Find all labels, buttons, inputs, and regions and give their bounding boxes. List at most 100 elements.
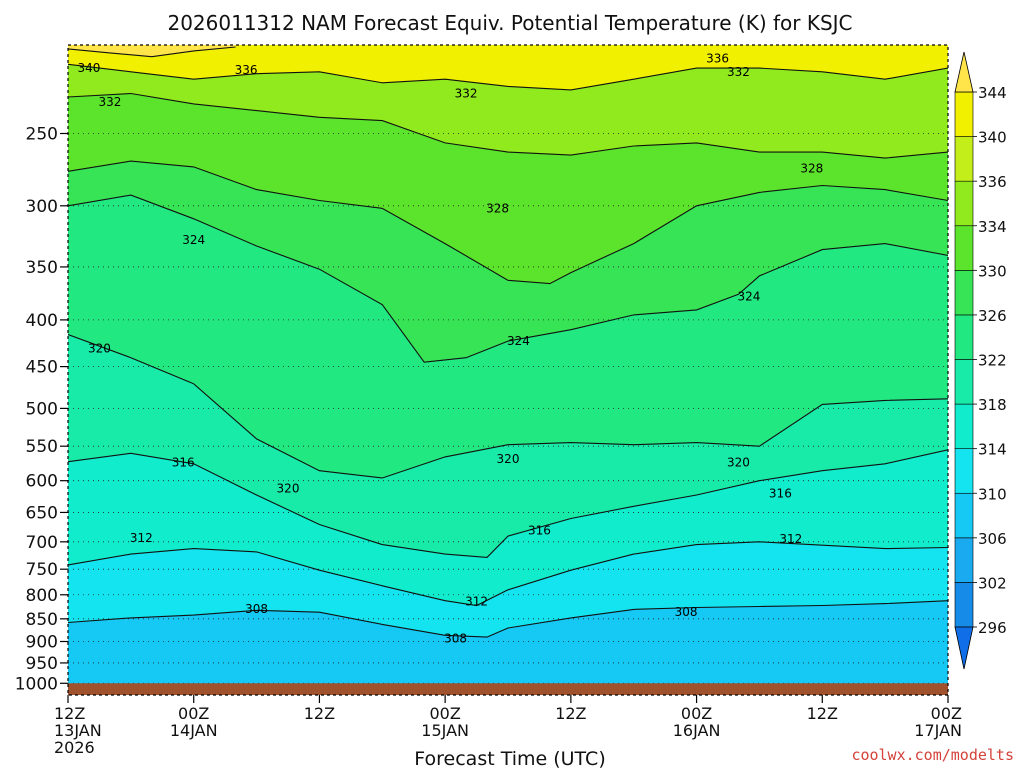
- x-tick-label-12-0: 00Z: [178, 704, 209, 723]
- colorbar-segment-318: [954, 359, 974, 405]
- contour-340: [68, 46, 236, 58]
- contour-label-312: 312: [465, 595, 488, 609]
- colorbar: 296 302 306 310 314 318 322 326 330 334 336 340 344: [954, 51, 1007, 670]
- colorbar-label-306: 306: [978, 530, 1007, 548]
- x-tick-label-72-0: 12Z: [807, 704, 838, 723]
- colorbar-label-344: 344: [978, 84, 1007, 102]
- colorbar-min-arrow: [954, 626, 974, 670]
- x-tick-label-60-0: 00Z: [681, 704, 712, 723]
- x-tick-label-36-0: 00Z: [429, 704, 460, 723]
- contour-label-332: 332: [455, 86, 478, 100]
- contour-label-320: 320: [727, 455, 750, 469]
- contour-label-336: 336: [235, 63, 258, 77]
- band-340: [68, 45, 236, 57]
- colorbar-label-296: 296: [978, 619, 1007, 637]
- contour-label-320: 320: [88, 342, 111, 356]
- y-axis: 2503003504004505005506006507007508008509…: [15, 124, 68, 694]
- colorbar-segment-340: [954, 91, 974, 137]
- credit-link[interactable]: coolwx.com/modelts: [851, 746, 1014, 764]
- contour-label-312: 312: [779, 532, 802, 546]
- contour-316: [68, 449, 948, 558]
- colorbar-segment-334: [954, 180, 974, 227]
- x-tick-label-48-0: 12Z: [555, 704, 586, 723]
- contour-label-312: 312: [130, 531, 153, 545]
- chart-title: 2026011312 NAM Forecast Equiv. Potential…: [167, 11, 852, 35]
- colorbar-label-334: 334: [978, 218, 1007, 236]
- colorbar-max-arrow: [954, 51, 974, 93]
- contour-lines: [68, 46, 948, 638]
- colorbar-segment-326: [954, 270, 974, 316]
- colorbar-segment-302: [954, 537, 974, 583]
- colorbar-label-310: 310: [978, 485, 1007, 503]
- contour-label-324: 324: [737, 289, 760, 303]
- x-tick-label-84-1: 17JAN: [914, 721, 962, 740]
- colorbar-segment-330: [954, 225, 974, 271]
- contour-label-316: 316: [172, 455, 195, 469]
- y-tick-label-300: 300: [26, 197, 58, 217]
- y-tick-label-250: 250: [26, 124, 58, 144]
- colorbar-segment-314: [954, 403, 974, 449]
- x-tick-label-12-1: 14JAN: [170, 721, 218, 740]
- colorbar-segment-306: [954, 492, 974, 539]
- contour-label-336: 336: [706, 52, 729, 66]
- y-tick-label-550: 550: [26, 437, 58, 457]
- contour-320: [68, 333, 948, 479]
- color-bands: [68, 45, 948, 695]
- contour-label-316: 316: [528, 523, 551, 537]
- contour-label-332: 332: [727, 65, 750, 79]
- ground-surface: [68, 683, 948, 695]
- colorbar-label-326: 326: [978, 307, 1007, 325]
- y-tick-label-450: 450: [26, 358, 58, 378]
- colorbar-label-340: 340: [978, 129, 1007, 147]
- contour-312: [68, 541, 948, 607]
- colorbar-segment-300: [954, 582, 974, 628]
- contour-label-308: 308: [675, 605, 698, 619]
- y-tick-label-600: 600: [26, 472, 58, 492]
- contour-324: [68, 194, 948, 363]
- colorbar-label-330: 330: [978, 262, 1007, 280]
- contour-label-340: 340: [77, 61, 100, 75]
- contour-label-328: 328: [486, 201, 509, 215]
- x-tick-label-84-0: 00Z: [931, 704, 962, 723]
- x-axis-label: Forecast Time (UTC): [414, 748, 605, 768]
- contour-label-316: 316: [769, 487, 792, 501]
- band-336: [68, 45, 948, 90]
- contour-label-320: 320: [277, 482, 300, 496]
- y-tick-label-800: 800: [26, 586, 58, 606]
- contour-328: [68, 160, 948, 285]
- colorbar-segment-322: [954, 314, 974, 360]
- y-tick-label-400: 400: [26, 311, 58, 331]
- contour-336: [68, 63, 948, 91]
- x-tick-label-60-1: 16JAN: [673, 721, 721, 740]
- y-tick-label-500: 500: [26, 399, 58, 419]
- x-tick-label-0-2: 2026: [54, 738, 95, 757]
- colorbar-label-318: 318: [978, 396, 1007, 414]
- x-tick-label-0-1: 13JAN: [54, 721, 102, 740]
- colorbar-label-302: 302: [978, 574, 1007, 592]
- y-tick-label-850: 850: [26, 610, 58, 630]
- contour-332: [68, 92, 948, 159]
- contour-308: [68, 600, 948, 638]
- colorbar-label-336: 336: [978, 173, 1007, 191]
- contour-label-320: 320: [497, 452, 520, 466]
- contour-label-328: 328: [800, 161, 823, 175]
- y-tick-label-700: 700: [26, 533, 58, 553]
- contour-label-332: 332: [98, 95, 121, 109]
- y-tick-label-750: 750: [26, 560, 58, 580]
- contour-label-324: 324: [507, 334, 530, 348]
- x-tick-label-36-1: 15JAN: [421, 721, 469, 740]
- contour-label-324: 324: [182, 233, 205, 247]
- y-tick-label-1000: 1000: [15, 674, 58, 694]
- y-tick-label-950: 950: [26, 654, 58, 674]
- colorbar-label-322: 322: [978, 352, 1007, 370]
- y-tick-label-900: 900: [26, 632, 58, 652]
- plot-frame: [67, 44, 949, 696]
- colorbar-label-314: 314: [978, 441, 1007, 459]
- x-tick-label-24-0: 12Z: [304, 704, 335, 723]
- y-tick-label-350: 350: [26, 258, 58, 278]
- contour-label-308: 308: [245, 602, 268, 616]
